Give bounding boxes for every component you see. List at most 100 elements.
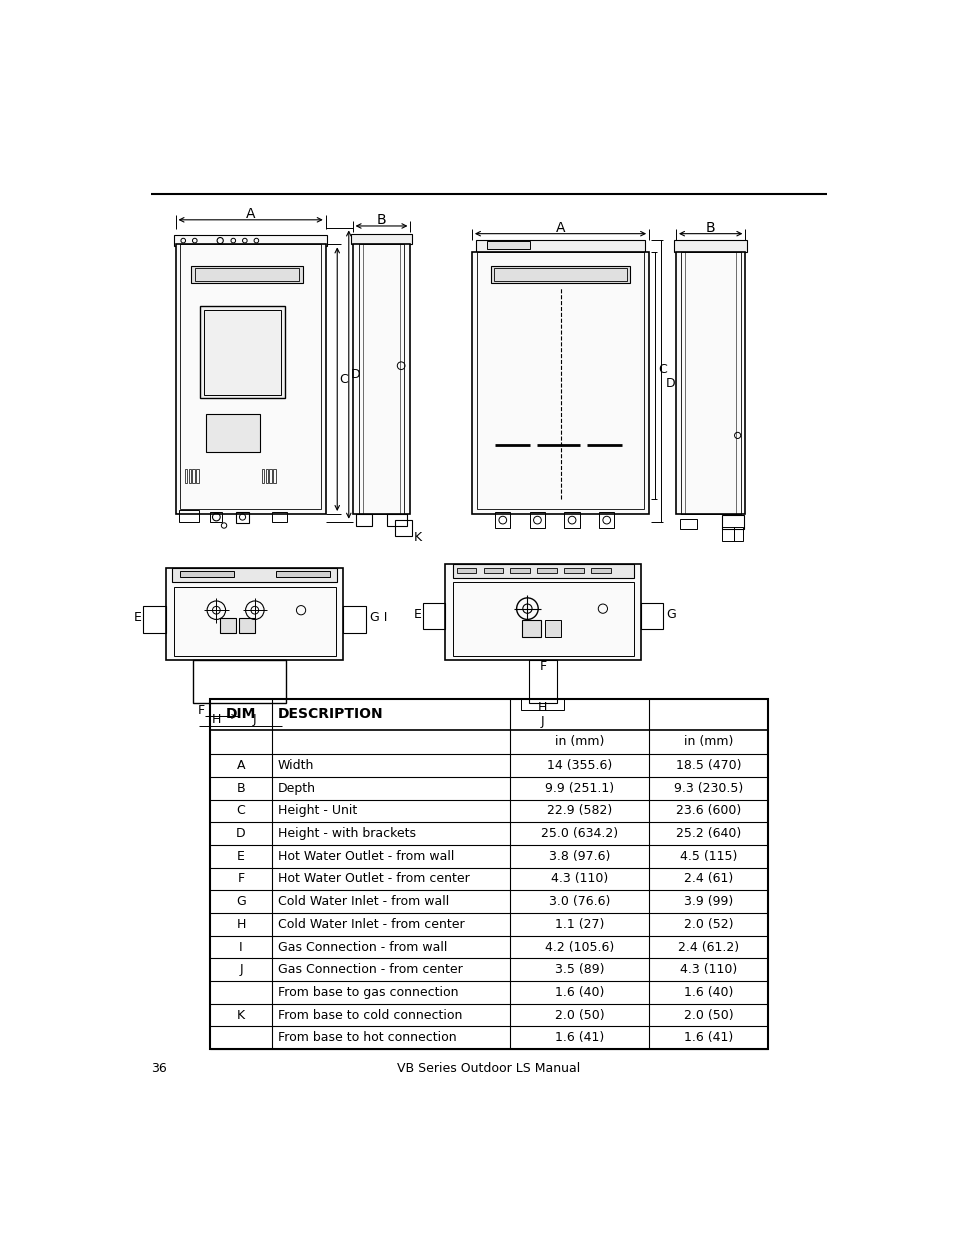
- Bar: [358, 245, 404, 514]
- Text: 2.0 (50): 2.0 (50): [683, 1009, 733, 1021]
- Text: D: D: [665, 377, 675, 389]
- Text: 25.0 (634.2): 25.0 (634.2): [540, 827, 618, 840]
- Bar: [206, 414, 260, 452]
- Text: K: K: [236, 1009, 245, 1021]
- Bar: [544, 620, 560, 637]
- Text: D: D: [236, 827, 246, 840]
- Bar: [676, 252, 744, 514]
- Bar: [598, 513, 614, 527]
- Text: C: C: [236, 804, 245, 818]
- Bar: [173, 587, 335, 656]
- Bar: [261, 469, 264, 483]
- Text: Height - Unit: Height - Unit: [277, 804, 356, 818]
- Text: 23.6 (600): 23.6 (600): [676, 804, 740, 818]
- Bar: [476, 252, 644, 509]
- Bar: [520, 699, 564, 710]
- Text: C: C: [339, 373, 348, 385]
- Text: G: G: [665, 608, 675, 620]
- Bar: [456, 568, 476, 573]
- Text: E: E: [414, 608, 421, 620]
- Bar: [363, 245, 399, 514]
- Text: From base to cold connection: From base to cold connection: [277, 1009, 462, 1021]
- Bar: [528, 661, 557, 703]
- Text: DESCRIPTION: DESCRIPTION: [277, 708, 383, 721]
- Text: Depth: Depth: [277, 782, 315, 794]
- Bar: [510, 568, 529, 573]
- Bar: [269, 469, 272, 483]
- Text: 1.6 (41): 1.6 (41): [683, 1031, 733, 1045]
- Bar: [173, 235, 327, 246]
- Text: 4.3 (110): 4.3 (110): [551, 872, 608, 885]
- Text: 3.8 (97.6): 3.8 (97.6): [549, 850, 610, 863]
- Text: A: A: [246, 206, 255, 221]
- Text: 22.9 (582): 22.9 (582): [547, 804, 612, 818]
- Bar: [387, 514, 406, 526]
- Text: 2.4 (61): 2.4 (61): [683, 872, 733, 885]
- Text: 4.2 (105.6): 4.2 (105.6): [544, 941, 614, 953]
- Bar: [721, 527, 733, 541]
- Text: 2.4 (61.2): 2.4 (61.2): [678, 941, 739, 953]
- Text: Gas Connection - from wall: Gas Connection - from wall: [277, 941, 447, 953]
- Text: 18.5 (470): 18.5 (470): [676, 760, 740, 772]
- Text: 9.9 (251.1): 9.9 (251.1): [545, 782, 614, 794]
- Bar: [179, 510, 198, 521]
- Bar: [537, 568, 557, 573]
- Text: J: J: [540, 715, 544, 729]
- Bar: [495, 513, 510, 527]
- Text: B: B: [376, 212, 386, 227]
- Text: 25.2 (640): 25.2 (640): [676, 827, 740, 840]
- Bar: [343, 606, 366, 634]
- Text: Cold Water Inlet - from wall: Cold Water Inlet - from wall: [277, 895, 449, 908]
- Bar: [529, 513, 544, 527]
- Text: F: F: [538, 659, 546, 673]
- Text: A: A: [236, 760, 245, 772]
- Bar: [193, 661, 285, 703]
- Bar: [185, 469, 187, 483]
- Text: 1.1 (27): 1.1 (27): [555, 918, 604, 931]
- Text: 1.6 (40): 1.6 (40): [555, 986, 604, 999]
- Bar: [444, 564, 640, 661]
- Bar: [564, 568, 583, 573]
- Bar: [191, 266, 302, 283]
- Bar: [220, 618, 235, 634]
- Bar: [453, 564, 633, 578]
- Bar: [200, 306, 285, 399]
- Text: J: J: [239, 963, 243, 976]
- Bar: [172, 568, 336, 582]
- Text: F: F: [197, 704, 204, 716]
- Text: Height - with brackets: Height - with brackets: [277, 827, 416, 840]
- Text: D: D: [351, 368, 360, 382]
- Bar: [476, 240, 644, 252]
- Bar: [180, 245, 321, 509]
- Bar: [487, 241, 529, 249]
- Text: Gas Connection - from center: Gas Connection - from center: [277, 963, 462, 976]
- Text: DIM: DIM: [226, 708, 256, 721]
- Text: 3.5 (89): 3.5 (89): [555, 963, 604, 976]
- Bar: [564, 513, 579, 527]
- Bar: [483, 568, 502, 573]
- Bar: [640, 603, 662, 630]
- Text: I: I: [239, 941, 243, 953]
- Bar: [272, 513, 287, 521]
- Bar: [591, 568, 610, 573]
- Bar: [395, 520, 412, 536]
- Text: Hot Water Outlet - from center: Hot Water Outlet - from center: [277, 872, 469, 885]
- Bar: [210, 699, 767, 1049]
- Text: F: F: [237, 872, 244, 885]
- Text: 9.3 (230.5): 9.3 (230.5): [674, 782, 742, 794]
- Bar: [721, 515, 743, 530]
- Bar: [204, 310, 281, 395]
- Bar: [674, 240, 746, 252]
- Bar: [351, 233, 412, 245]
- Bar: [679, 252, 740, 514]
- Text: 1.6 (40): 1.6 (40): [683, 986, 733, 999]
- Bar: [494, 268, 626, 280]
- Bar: [733, 527, 742, 541]
- Text: Width: Width: [277, 760, 314, 772]
- Bar: [194, 268, 298, 280]
- Bar: [423, 603, 444, 630]
- Text: E: E: [236, 850, 245, 863]
- Text: 4.5 (115): 4.5 (115): [679, 850, 737, 863]
- Text: G I: G I: [370, 611, 387, 625]
- Text: Hot Water Outlet - from wall: Hot Water Outlet - from wall: [277, 850, 454, 863]
